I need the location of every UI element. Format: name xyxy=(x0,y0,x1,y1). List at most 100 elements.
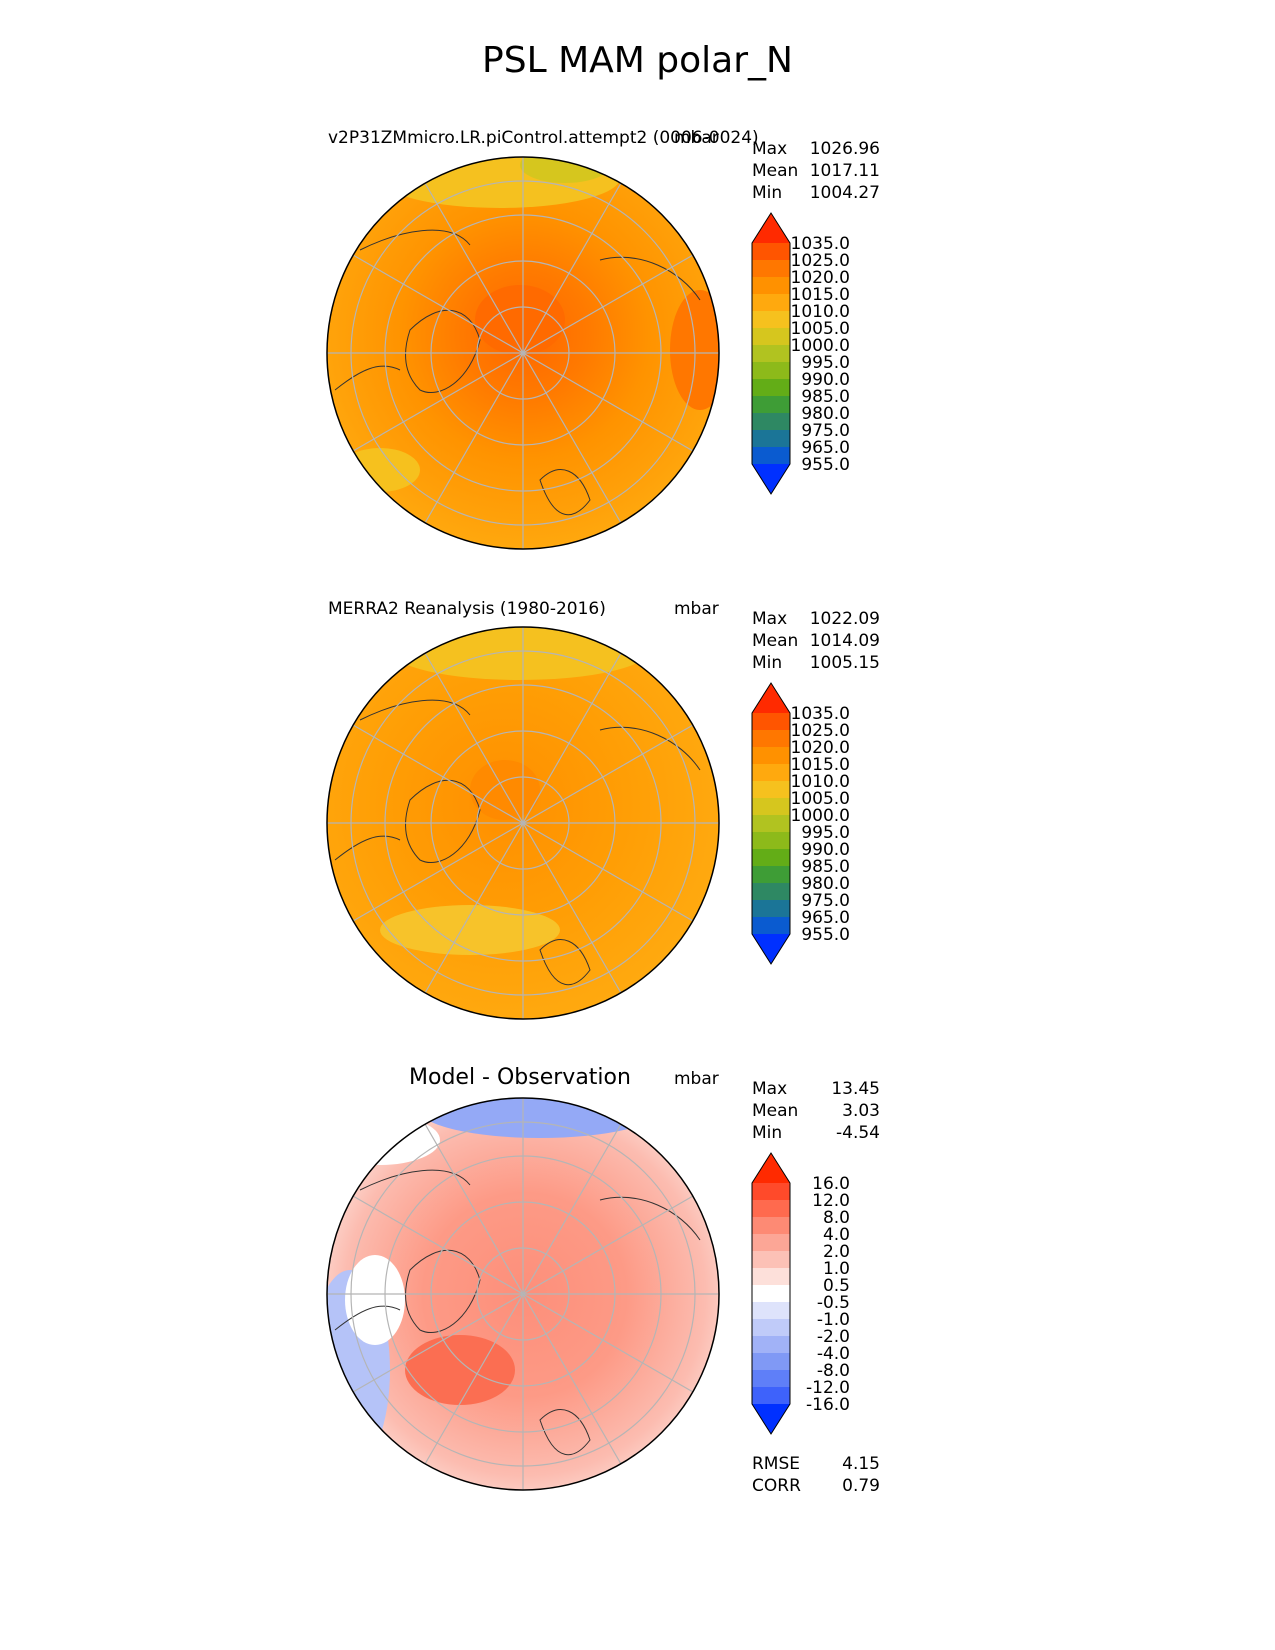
colorbar-tick-label: 1015.0 xyxy=(791,755,850,775)
colorbar-segment xyxy=(752,781,790,799)
colorbar-segment xyxy=(752,1234,790,1252)
colorbar-tick-label: 1020.0 xyxy=(791,738,850,758)
colorbar-segment xyxy=(752,260,790,278)
units-label-ref: mbar xyxy=(674,599,719,619)
colorbar-test: 1035.01025.01020.01015.01010.01005.01000… xyxy=(751,212,850,495)
colorbar-tick-label: 955.0 xyxy=(801,925,850,945)
colorbar-segment xyxy=(752,1353,790,1371)
colorbar-tick-label: 995.0 xyxy=(801,823,850,843)
colorbar-tick-label: 8.0 xyxy=(823,1208,850,1228)
colorbar-segment xyxy=(752,379,790,397)
coastlines xyxy=(334,1169,701,1456)
graticule xyxy=(327,157,719,549)
colorbar-segment xyxy=(752,730,790,748)
colorbar-tick-label: 995.0 xyxy=(801,353,850,373)
stats-ref: Max 1022.09 Mean 1014.09 Min 1005.15 xyxy=(752,608,880,674)
stats-test: Max 1026.96 Mean 1017.11 Min 1004.27 xyxy=(752,138,880,204)
colorbar-tick-label: 955.0 xyxy=(801,455,850,475)
colorbar-segment xyxy=(752,345,790,363)
colorbar-tick-label: 1000.0 xyxy=(791,806,850,826)
metrics-diff: RMSE 4.15 CORR 0.79 xyxy=(752,1453,880,1497)
graticule xyxy=(327,627,719,1019)
colorbar-segment xyxy=(752,243,790,261)
colorbar-segment xyxy=(752,362,790,380)
stat-max: Max 13.45 xyxy=(752,1079,880,1099)
colorbar-segment xyxy=(752,917,790,935)
colorbar-tick-label: -16.0 xyxy=(806,1395,850,1415)
colorbar-diff: 16.012.08.04.02.01.00.5-0.5-1.0-2.0-4.0-… xyxy=(751,1152,850,1435)
colorbar-segment xyxy=(752,747,790,765)
colorbar-tick-label: 2.0 xyxy=(823,1242,850,1262)
stat-max: Max 1026.96 xyxy=(752,139,880,159)
colorbar-segment xyxy=(752,1268,790,1286)
colorbar-segment xyxy=(752,849,790,867)
colorbar-tick-label: 980.0 xyxy=(801,404,850,424)
colorbar-tick-label: 975.0 xyxy=(801,891,850,911)
colorbar-segment xyxy=(752,1183,790,1201)
colorbar-segment xyxy=(752,1200,790,1218)
colorbar-segment xyxy=(752,277,790,295)
metric-corr: CORR 0.79 xyxy=(752,1476,880,1496)
colorbar-tick-label: 1020.0 xyxy=(791,268,850,288)
colorbar-outline xyxy=(751,1152,791,1435)
colorbar-tick-label: 965.0 xyxy=(801,438,850,458)
colorbar-extend-max xyxy=(752,213,790,243)
colorbar-tick-label: 1005.0 xyxy=(791,319,850,339)
colorbar-tick-label: -12.0 xyxy=(806,1378,850,1398)
map-diff xyxy=(326,1097,720,1491)
colorbar-tick-label: 985.0 xyxy=(801,387,850,407)
colorbar-tick-label: 980.0 xyxy=(801,874,850,894)
colorbar-tick-label: 12.0 xyxy=(812,1191,850,1211)
colorbar-tick-label: 16.0 xyxy=(812,1174,850,1194)
figure-title: PSL MAM polar_N xyxy=(482,40,793,81)
units-label-diff: mbar xyxy=(674,1069,719,1089)
colorbar-tick-label: 1015.0 xyxy=(791,285,850,305)
colorbar-tick-label: 1010.0 xyxy=(791,302,850,322)
panel-title-test: v2P31ZMmicro.LR.piControl.attempt2 (0006… xyxy=(328,128,759,148)
stat-mean: Mean 3.03 xyxy=(752,1101,880,1121)
colorbar-segment xyxy=(752,396,790,414)
colorbar-segment xyxy=(752,1302,790,1320)
colorbar-segment xyxy=(752,311,790,329)
colorbar-ref: 1035.01025.01020.01015.01010.01005.01000… xyxy=(751,682,850,965)
colorbar-segment xyxy=(752,1251,790,1269)
colorbar-segment xyxy=(752,1285,790,1303)
colorbar-segment xyxy=(752,447,790,465)
colorbar-segment xyxy=(752,1319,790,1337)
stat-max: Max 1022.09 xyxy=(752,609,880,629)
colorbar-outline xyxy=(751,682,791,965)
colorbar-tick-label: 1.0 xyxy=(823,1259,850,1279)
coastlines xyxy=(334,229,701,516)
stat-min: Min 1005.15 xyxy=(752,653,880,673)
stat-mean: Mean 1014.09 xyxy=(752,631,880,651)
colorbar-segment xyxy=(752,1370,790,1388)
colorbar-tick-label: 1035.0 xyxy=(791,704,850,724)
colorbar-outline xyxy=(751,212,791,495)
colorbar-segment xyxy=(752,1217,790,1235)
colorbar-tick-label: 1025.0 xyxy=(791,721,850,741)
colorbar-extend-max xyxy=(752,683,790,713)
colorbar-tick-label: 1000.0 xyxy=(791,336,850,356)
colorbar-tick-label: -2.0 xyxy=(817,1327,850,1347)
stats-diff: Max 13.45 Mean 3.03 Min -4.54 xyxy=(752,1078,880,1144)
colorbar-segment xyxy=(752,430,790,448)
stat-mean: Mean 1017.11 xyxy=(752,161,880,181)
colorbar-tick-label: 4.0 xyxy=(823,1225,850,1245)
colorbar-extend-min xyxy=(752,934,790,964)
colorbar-tick-label: 1010.0 xyxy=(791,772,850,792)
metric-rmse: RMSE 4.15 xyxy=(752,1454,880,1474)
colorbar-segment xyxy=(752,900,790,918)
map-test xyxy=(326,156,720,550)
colorbar-segment xyxy=(752,883,790,901)
colorbar-tick-label: 1005.0 xyxy=(791,789,850,809)
colorbar-tick-label: -1.0 xyxy=(817,1310,850,1330)
colorbar-segment xyxy=(752,328,790,346)
graticule xyxy=(327,1098,719,1490)
colorbar-tick-label: 1035.0 xyxy=(791,234,850,254)
colorbar-segment xyxy=(752,866,790,884)
colorbar-tick-label: 965.0 xyxy=(801,908,850,928)
stat-min: Min -4.54 xyxy=(752,1123,880,1143)
colorbar-segment xyxy=(752,798,790,816)
colorbar-extend-max xyxy=(752,1153,790,1183)
